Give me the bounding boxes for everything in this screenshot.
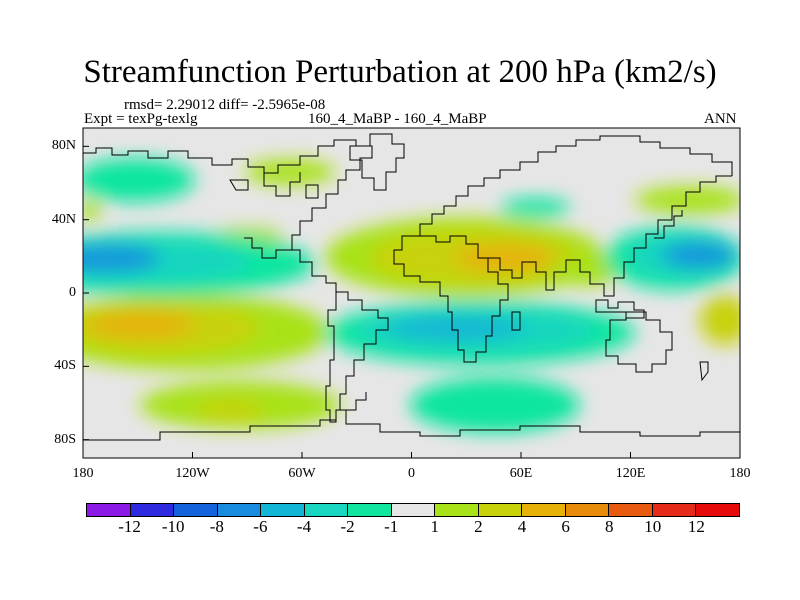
- coast-europe: [410, 135, 733, 237]
- colorbar-level-label: 12: [687, 517, 705, 536]
- colorbar-level-label: 1: [430, 517, 440, 536]
- colorbar-box: [304, 504, 349, 516]
- colorbar-box: [652, 504, 697, 516]
- contour-pos-so-l4: [195, 400, 265, 420]
- y-tick-label: 80N: [51, 138, 76, 154]
- colorbar-box: [478, 504, 523, 516]
- coast-arctic-isl: [229, 179, 319, 199]
- contour-neg-wnp-l4: [662, 241, 738, 269]
- contour-pos-np-west: [83, 198, 100, 222]
- contour-pos-pacific-l6: [85, 311, 195, 339]
- contour-neg-np-l4: [83, 243, 160, 273]
- colorbar-level-label: -6: [253, 517, 268, 536]
- colorbar-level-label: -12: [118, 517, 141, 536]
- colorbar-box: [130, 504, 175, 516]
- colorbar-level-label: -1: [384, 517, 399, 536]
- coast-australia: [605, 311, 673, 373]
- x-tick-label: 60E: [509, 466, 533, 481]
- coast-japan: [654, 210, 683, 239]
- season-label: ANN: [704, 111, 737, 127]
- colorbar-box: [261, 504, 305, 516]
- contour-neg-sa-l4: [385, 316, 525, 340]
- axis-ticks: [82, 145, 741, 458]
- x-tick-label: 120E: [615, 466, 646, 481]
- colorbar-box: [435, 504, 479, 516]
- y-tick-label: 40S: [54, 358, 76, 374]
- contour-pos-ep-east: [700, 295, 740, 345]
- colorbar: [86, 503, 740, 517]
- colorbar-level-label: 10: [644, 517, 662, 536]
- colorbar-level-label: -4: [296, 517, 312, 536]
- x-tick-label: 180: [72, 466, 94, 481]
- colorbar-level-label: 8: [604, 517, 614, 536]
- colorbar-box: [565, 504, 610, 516]
- coast-north-america: [83, 139, 373, 292]
- colorbar-level-label: -10: [161, 517, 185, 536]
- y-tick-label: 40N: [51, 211, 76, 227]
- coast-antarctica: [83, 409, 740, 441]
- colorbar-level-label: 4: [517, 517, 527, 536]
- contour-pos-npac-east: [635, 186, 740, 214]
- colorbar-level-label: 6: [561, 517, 570, 536]
- experiment-label: Expt = texPg-texlg: [84, 111, 198, 127]
- colorbar-box: [348, 504, 392, 516]
- coast-greenland: [349, 133, 405, 191]
- x-tick-label: 120W: [175, 466, 210, 481]
- coastline: [83, 133, 740, 441]
- coast-nz: [699, 361, 709, 382]
- colorbar-box: [87, 504, 131, 516]
- y-tick-label: 80S: [54, 431, 76, 447]
- colorbar-box: [696, 504, 739, 516]
- contour-neg-alaska: [83, 158, 195, 202]
- x-tick-label: 60W: [288, 466, 316, 481]
- x-tick-label: 0: [408, 466, 415, 481]
- coast-ant-peninsula: [346, 392, 367, 411]
- x-tick-label: 180: [729, 466, 751, 481]
- coast-south-america: [325, 291, 389, 423]
- coast-hudson-bay: [263, 172, 301, 197]
- colorbar-box: [609, 504, 653, 516]
- colorbar-level-label: -8: [209, 517, 224, 536]
- coast-arabia-india: [488, 175, 732, 297]
- y-tick-label: 0: [69, 285, 76, 300]
- plot-title: Streamfunction Perturbation at 200 hPa (…: [83, 54, 717, 90]
- colorbar-box: [391, 504, 436, 516]
- coast-gulf-mexico: [244, 237, 292, 259]
- case-label: 160_4_MaBP - 160_4_MaBP: [308, 111, 487, 127]
- colorbar-box: [217, 504, 262, 516]
- contour-pos-asia-l6: [455, 244, 555, 272]
- coast-africa: [393, 235, 509, 363]
- contour-pos-arctic: [245, 159, 335, 185]
- coast-madagascar: [511, 311, 521, 331]
- contour-neg-so-atl: [410, 377, 580, 433]
- colorbar-box: [522, 504, 566, 516]
- colorbar-level-label: 2: [474, 517, 483, 536]
- colorbar-level-label: -2: [340, 517, 355, 536]
- contour-neg-siberia: [500, 198, 570, 218]
- colorbar-box: [174, 504, 218, 516]
- stats-label: rmsd= 2.29012 diff= -2.5965e-08: [124, 97, 326, 113]
